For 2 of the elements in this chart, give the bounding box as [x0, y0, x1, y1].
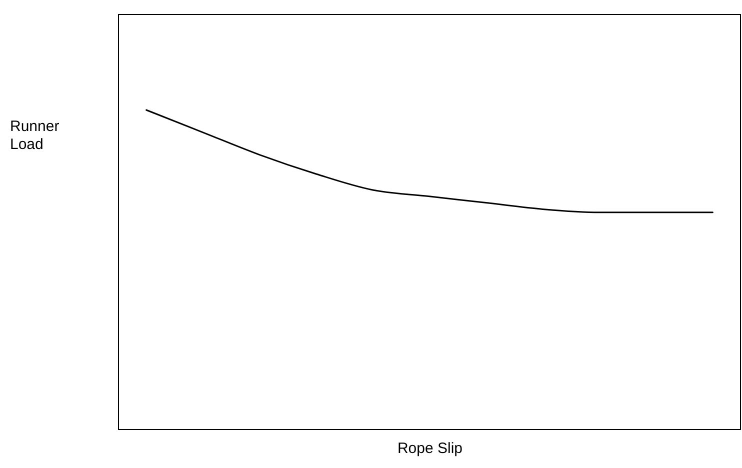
y-axis-title: Runner Load: [10, 118, 60, 154]
x-axis-title: Rope Slip: [396, 440, 464, 457]
